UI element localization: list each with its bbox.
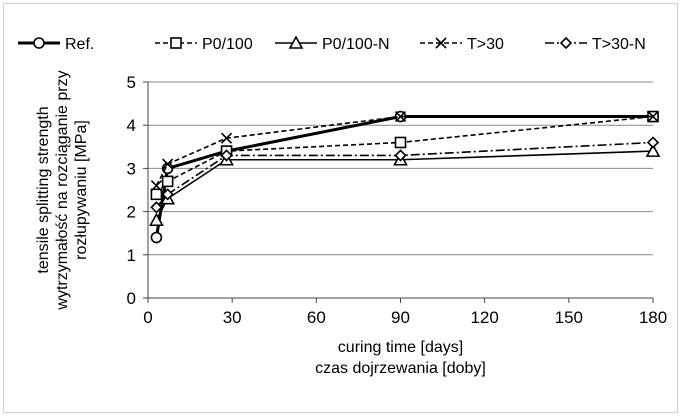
data-point-4-4 bbox=[646, 136, 660, 149]
x-tick-label-6: 180 bbox=[639, 308, 667, 327]
data-point-3-2 bbox=[220, 132, 233, 144]
legend-marker-2 bbox=[288, 35, 304, 49]
gridlines bbox=[148, 81, 653, 256]
data-point-1-0 bbox=[150, 188, 163, 201]
legend-marker-4 bbox=[559, 36, 573, 50]
y-tick-label-2: 2 bbox=[127, 203, 136, 222]
x-tick-label-3: 90 bbox=[391, 308, 410, 327]
legend-marker-0 bbox=[33, 37, 45, 49]
data-point-2-4 bbox=[645, 143, 661, 157]
legend-item-0: Ref. bbox=[18, 36, 94, 53]
y-tick-label-3: 3 bbox=[127, 159, 136, 178]
x-tick-label-1: 30 bbox=[223, 308, 242, 327]
y-axis-title-line-2: rozłupywaniu [MPa] bbox=[73, 120, 90, 260]
legend-item-4: T>30-N bbox=[545, 36, 646, 53]
x-tick-label-5: 150 bbox=[555, 308, 583, 327]
axes bbox=[143, 81, 654, 303]
legend-item-3: T>30 bbox=[420, 36, 504, 53]
data-point-3-3 bbox=[394, 110, 407, 123]
y-tick-label-4: 4 bbox=[127, 116, 136, 135]
data-point-1-1 bbox=[161, 175, 174, 188]
legend: Ref. P0/100 P0/100-N T>30 T>30-N bbox=[18, 35, 646, 53]
x-axis-title-line-0: curing time [days] bbox=[338, 339, 463, 356]
legend-marker-1 bbox=[170, 37, 182, 49]
tick-labels: 0 1 2 3 4 5 0 30 60 90 120 150 180 bbox=[127, 73, 668, 327]
x-tick-label-4: 120 bbox=[470, 308, 498, 327]
legend-item-2: P0/100-N bbox=[275, 35, 390, 53]
y-tick-label-1: 1 bbox=[127, 246, 136, 265]
data-point-4-2 bbox=[220, 149, 233, 162]
data-point-3-1 bbox=[162, 158, 174, 170]
data-point-4-0 bbox=[150, 201, 163, 214]
data-point-4-3 bbox=[394, 149, 407, 162]
legend-item-1: P0/100 bbox=[155, 36, 253, 53]
legend-marker-3 bbox=[435, 37, 447, 49]
chart-frame bbox=[3, 3, 678, 413]
legend-label-4: T>30-N bbox=[592, 36, 646, 53]
data-point-4-1 bbox=[161, 188, 174, 201]
axis-titles: curing time [days] czas dojrzewania [doby… bbox=[35, 70, 486, 377]
legend-label-3: T>30 bbox=[467, 36, 504, 53]
legend-label-2: P0/100-N bbox=[322, 36, 390, 53]
legend-label-0: Ref. bbox=[65, 36, 94, 53]
data-point-1-3 bbox=[394, 136, 407, 149]
data-point-3-0 bbox=[150, 180, 162, 192]
x-tick-label-0: 0 bbox=[143, 308, 152, 327]
legend-label-1: P0/100 bbox=[202, 36, 253, 53]
series-group bbox=[149, 110, 661, 244]
x-axis-title-line-1: czas dojrzewania [doby] bbox=[315, 360, 486, 377]
y-tick-label-5: 5 bbox=[127, 73, 136, 92]
x-tick-label-2: 60 bbox=[307, 308, 326, 327]
series-3 bbox=[150, 110, 659, 192]
y-axis-title-line-1: wytrzymałość na rozciąganie przy bbox=[54, 70, 71, 310]
series-4 bbox=[150, 136, 660, 214]
data-point-0-0 bbox=[150, 231, 163, 244]
series-0 bbox=[150, 110, 659, 244]
data-point-2-0 bbox=[149, 212, 164, 227]
y-tick-label-0: 0 bbox=[127, 289, 136, 308]
y-axis-title-line-0: tensile splitting strength bbox=[35, 106, 52, 273]
data-point-3-4 bbox=[647, 110, 659, 123]
